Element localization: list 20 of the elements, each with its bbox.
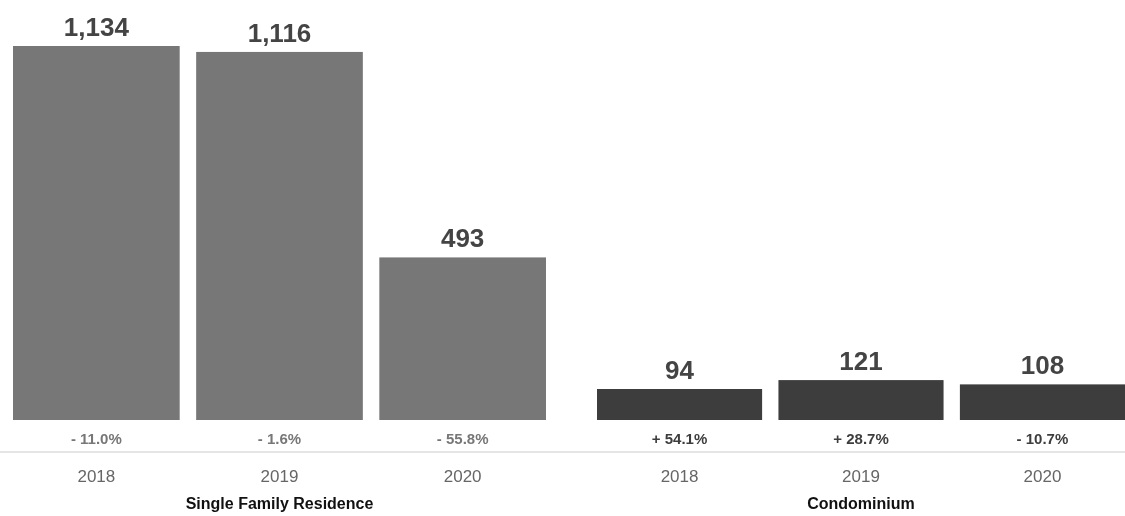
data-label: 1,134 (63, 12, 130, 42)
text: - 55.8% (436, 430, 489, 447)
data-label: 108 (1020, 350, 1065, 381)
text: + 54.1% (651, 430, 708, 447)
x-tick-label: 2020 (443, 467, 482, 486)
x-axis-title: Single Family Residence (185, 495, 374, 512)
data-label: 493 (440, 223, 485, 254)
data-label: 121 (839, 346, 883, 377)
data-label: 94 (665, 355, 695, 385)
x-tick-label: 2020 (1023, 467, 1062, 486)
x-tick-label: 2019 (842, 467, 880, 486)
x-tick-label: 2019 (260, 467, 299, 486)
text: - 1.6% (257, 430, 302, 447)
text: - 10.7% (1016, 430, 1069, 447)
x-tick-label: 2018 (77, 467, 116, 486)
text: - 11.0% (70, 430, 122, 447)
data-label: 1,116 (247, 17, 312, 48)
x-axis-title: Condominium (807, 495, 915, 512)
text: + 28.7% (833, 430, 889, 447)
x-tick-label: 2018 (660, 467, 699, 486)
